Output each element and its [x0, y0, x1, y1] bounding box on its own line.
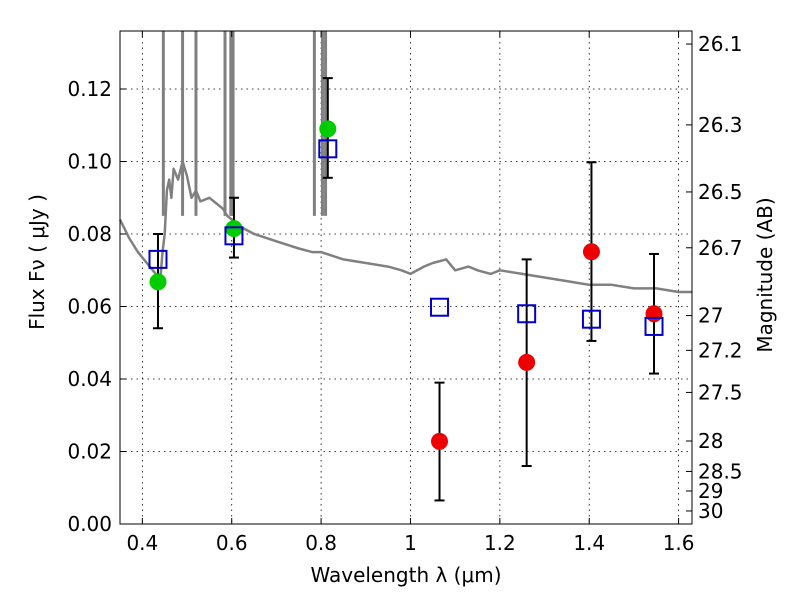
model-photometry-square — [644, 316, 664, 336]
right-tick-label: 26.3 — [698, 113, 743, 137]
y-tick-label: 0.02 — [67, 440, 112, 464]
y-axis-ticks: 0.00 0.02 0.04 0.06 0.08 0.10 0.12 — [67, 77, 126, 536]
model-photometry-square — [148, 249, 168, 269]
x-tick-label: 0.8 — [305, 531, 337, 555]
y-axis-label-left: Flux Fν ( μJy ) — [25, 194, 49, 330]
right-tick-label: 26.7 — [698, 236, 743, 260]
x-tick-label: 1 — [404, 531, 417, 555]
x-tick-label: 0.4 — [126, 531, 158, 555]
right-tick-label: 28.5 — [698, 459, 743, 483]
model-photometry-square — [430, 297, 450, 317]
detection-point — [149, 273, 167, 291]
y-tick-label: 0.04 — [67, 367, 112, 391]
detection-point — [225, 220, 243, 238]
model-photometry-square — [318, 139, 338, 159]
right-tick-label: 29 — [698, 479, 723, 503]
plot-frame — [119, 30, 693, 525]
y-tick-label: 0.00 — [67, 512, 112, 536]
data-markers — [148, 120, 664, 450]
error-bars — [152, 77, 660, 502]
right-tick-label: 26.5 — [698, 180, 743, 204]
grid — [120, 31, 692, 524]
right-tick-label: 28 — [698, 429, 723, 453]
x-tick-label: 1.2 — [484, 531, 516, 555]
y-tick-label: 0.10 — [67, 150, 112, 174]
right-tick-label: 27 — [698, 304, 723, 328]
nondetection-point — [645, 305, 663, 323]
right-tick-label: 27.5 — [698, 380, 743, 404]
model-photometry-square — [581, 309, 601, 329]
model-photometry-square — [517, 304, 537, 324]
detection-point — [319, 120, 337, 138]
right-tick-label: 27.2 — [698, 338, 743, 362]
y-tick-label: 0.06 — [67, 295, 112, 319]
nondetection-point — [431, 432, 449, 450]
model-spectrum — [118, 31, 692, 294]
x-axis-label: Wavelength λ (μm) — [310, 563, 501, 587]
right-tick-label: 30 — [698, 499, 723, 523]
x-tick-label: 0.6 — [216, 531, 248, 555]
y-tick-label: 0.08 — [67, 222, 112, 246]
nondetection-point — [518, 353, 536, 371]
y-axis-label-right: Magnitude (AB) — [753, 197, 777, 352]
spectrum-line — [118, 160, 692, 294]
x-axis-ticks: 0.4 0.6 0.8 1 1.2 1.4 1.6 — [126, 31, 695, 555]
x-tick-label: 1.6 — [663, 531, 695, 555]
model-photometry-square — [224, 226, 244, 246]
x-tick-label: 1.4 — [573, 531, 605, 555]
nondetection-point — [582, 243, 600, 261]
y-tick-label: 0.12 — [67, 77, 112, 101]
right-tick-label: 26.1 — [698, 32, 743, 56]
